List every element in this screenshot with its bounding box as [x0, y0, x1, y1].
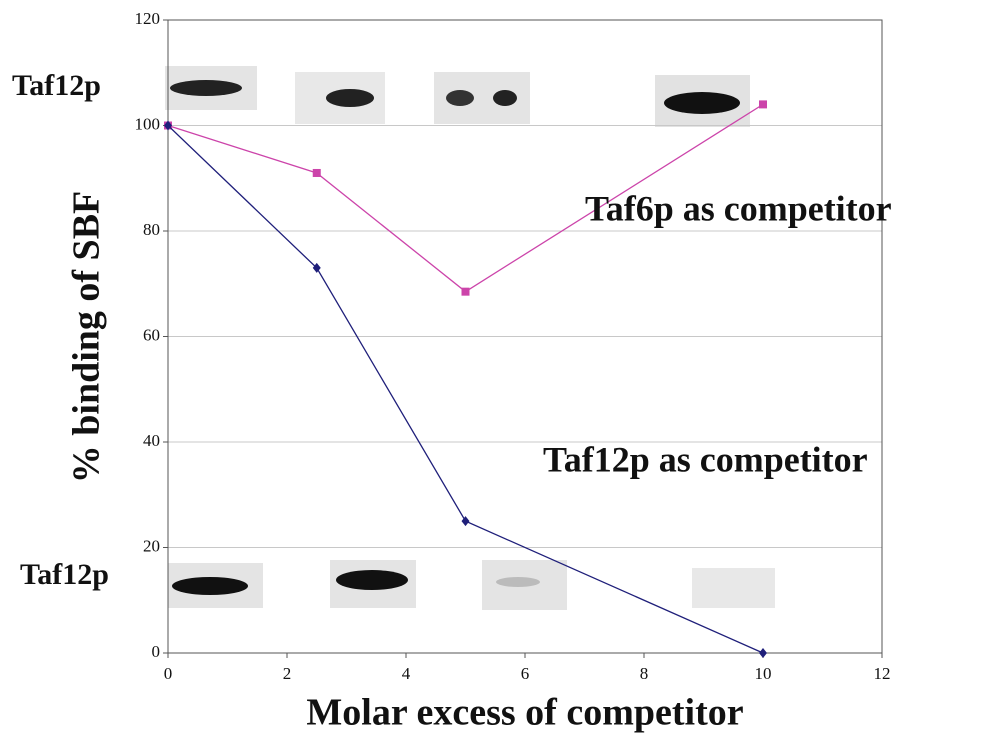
x-tick-label: 2 — [283, 664, 292, 683]
x-axis-title: Molar excess of competitor — [306, 692, 743, 734]
x-tick-label: 6 — [521, 664, 530, 683]
y-tick-label: 20 — [143, 536, 160, 555]
gel-label: Taf12p — [20, 558, 109, 591]
y-tick-label: 40 — [143, 431, 160, 450]
point — [759, 100, 767, 108]
y-tick-label: 60 — [143, 325, 160, 344]
point — [462, 288, 470, 296]
point — [759, 648, 767, 658]
y-tick-label: 120 — [135, 9, 161, 28]
series-label: Taf6p as competitor — [585, 188, 892, 228]
x-tick-label: 10 — [755, 664, 772, 683]
x-tick-label: 0 — [164, 664, 173, 683]
y-tick-label: 0 — [152, 642, 161, 661]
gel-images — [165, 66, 775, 610]
point — [313, 169, 321, 177]
series-label: Taf12p as competitor — [543, 439, 868, 479]
y-tick-label: 100 — [135, 114, 161, 133]
chart: Taf12p Taf12p Molar excess of competitor… — [0, 0, 983, 742]
y-tick-label: 80 — [143, 220, 160, 239]
x-tick-label: 4 — [402, 664, 411, 683]
x-tick-label: 12 — [874, 664, 891, 683]
y-axis-title: % binding of SBF — [66, 191, 108, 484]
gel-label: Taf12p — [12, 69, 101, 102]
x-tick-label: 8 — [640, 664, 649, 683]
